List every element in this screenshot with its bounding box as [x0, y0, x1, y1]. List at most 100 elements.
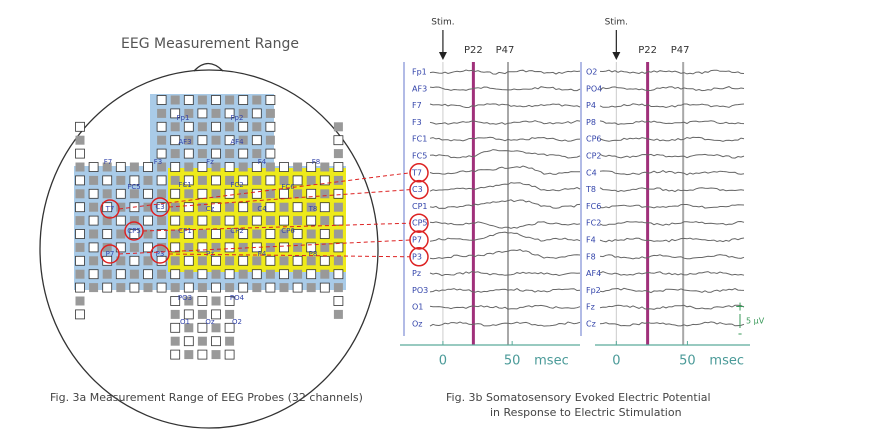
probe-cell: [333, 202, 343, 212]
probe-cell: [265, 108, 275, 118]
probe-cell: [279, 202, 289, 212]
probe-cell: [89, 256, 99, 266]
channel-label: F8: [586, 252, 596, 261]
eeg-trace: [599, 287, 745, 294]
probe-cell: [225, 122, 235, 132]
probe-cell: [211, 189, 221, 199]
latency-label: P22: [464, 45, 483, 56]
probe-cell: [183, 309, 194, 320]
probe-cell: [156, 202, 167, 213]
probe-cell: [293, 189, 303, 199]
probe-cell: [129, 242, 139, 252]
probe-cell: [211, 202, 221, 213]
electrode-highlight: [100, 199, 120, 219]
probe-cell: [143, 162, 153, 172]
eeg-trace: [599, 187, 745, 193]
scale-label: 5 μV: [746, 317, 765, 326]
probe-cell: [252, 256, 262, 266]
probe-cell: [197, 322, 208, 333]
probe-cell: [170, 149, 180, 159]
probe-cell: [170, 256, 180, 266]
probe-cell: [238, 108, 248, 118]
eeg-trace: [599, 136, 745, 142]
x-axis-unit: msec: [534, 354, 569, 369]
eeg-trace: [599, 86, 745, 92]
probe-cell: [197, 108, 208, 119]
eeg-trace: [599, 103, 745, 109]
electrode-label: CP6: [281, 227, 295, 235]
probe-cell: [224, 162, 235, 172]
electrode-label: CP2: [230, 227, 244, 235]
probe-cell: [89, 202, 99, 212]
probe-cell: [115, 188, 126, 199]
probe-cell: [293, 216, 303, 226]
electrode-label: T7: [105, 205, 115, 213]
probe-cell: [102, 269, 112, 279]
probe-cell: [211, 162, 221, 172]
probe-cell: [143, 215, 153, 226]
probe-cell: [75, 121, 85, 132]
probe-cell: [238, 162, 248, 172]
electrode-label: Cz: [206, 205, 215, 213]
probe-cell: [292, 282, 303, 293]
probe-cell: [75, 296, 85, 306]
channel-label: CP1: [412, 202, 428, 211]
probe-cell: [238, 229, 249, 239]
channel-label: Cz: [586, 320, 596, 329]
probe-cell: [279, 162, 289, 172]
probe-cell: [170, 202, 180, 212]
stim-arrowhead: [612, 52, 621, 60]
probe-cell: [197, 122, 207, 132]
probe-cell: [211, 269, 221, 279]
channel-label: T7: [411, 168, 422, 177]
probe-cell: [183, 148, 194, 159]
latency-label: P47: [671, 45, 690, 56]
probe-cell: [156, 95, 167, 105]
eeg-trace: [599, 120, 745, 126]
eeg-trace: [599, 220, 745, 226]
probe-cell: [224, 269, 235, 280]
probe-cell: [129, 229, 140, 239]
probe-cell: [170, 349, 181, 360]
channel-label: CP5: [412, 219, 428, 228]
probe-cell: [252, 175, 262, 185]
probe-cell: [102, 242, 112, 252]
x-tick-label: 50: [504, 354, 521, 369]
scale-minus: -: [738, 327, 742, 341]
probe-cell: [211, 216, 221, 226]
probe-cell: [265, 242, 275, 252]
eeg-trace: [599, 170, 745, 176]
probe-cell: [75, 309, 85, 320]
probe-cell: [306, 269, 317, 280]
channel-label: CP6: [586, 135, 602, 144]
probe-cell: [238, 282, 249, 293]
probe-cell: [293, 162, 303, 172]
eeg-trace: [599, 153, 745, 159]
probe-cell: [211, 135, 221, 145]
probe-cell: [292, 255, 303, 266]
probe-cell: [183, 95, 194, 105]
probe-cell: [320, 242, 330, 252]
probe-cell: [251, 188, 262, 199]
probe-cell: [333, 188, 344, 199]
channel-label: Fp1: [412, 68, 427, 77]
probe-cell: [265, 121, 276, 132]
probe-cell: [333, 175, 343, 185]
probe-cell: [265, 255, 276, 266]
probe-cell: [333, 256, 343, 266]
probe-cell: [333, 135, 344, 146]
probe-cell: [265, 229, 276, 239]
probe-cell: [197, 135, 208, 146]
probe-cell: [116, 229, 126, 239]
probe-cell: [184, 242, 194, 252]
channel-label: FC6: [586, 202, 601, 211]
probe-cell: [143, 202, 153, 212]
probe-cell: [252, 149, 262, 159]
probe-cell: [224, 242, 235, 253]
probe-cell: [319, 282, 330, 293]
link-line: [142, 222, 411, 232]
probe-cell: [129, 189, 139, 199]
electrode-label: FC1: [178, 181, 191, 189]
probe-cell: [211, 323, 221, 333]
probe-cell: [225, 309, 235, 319]
